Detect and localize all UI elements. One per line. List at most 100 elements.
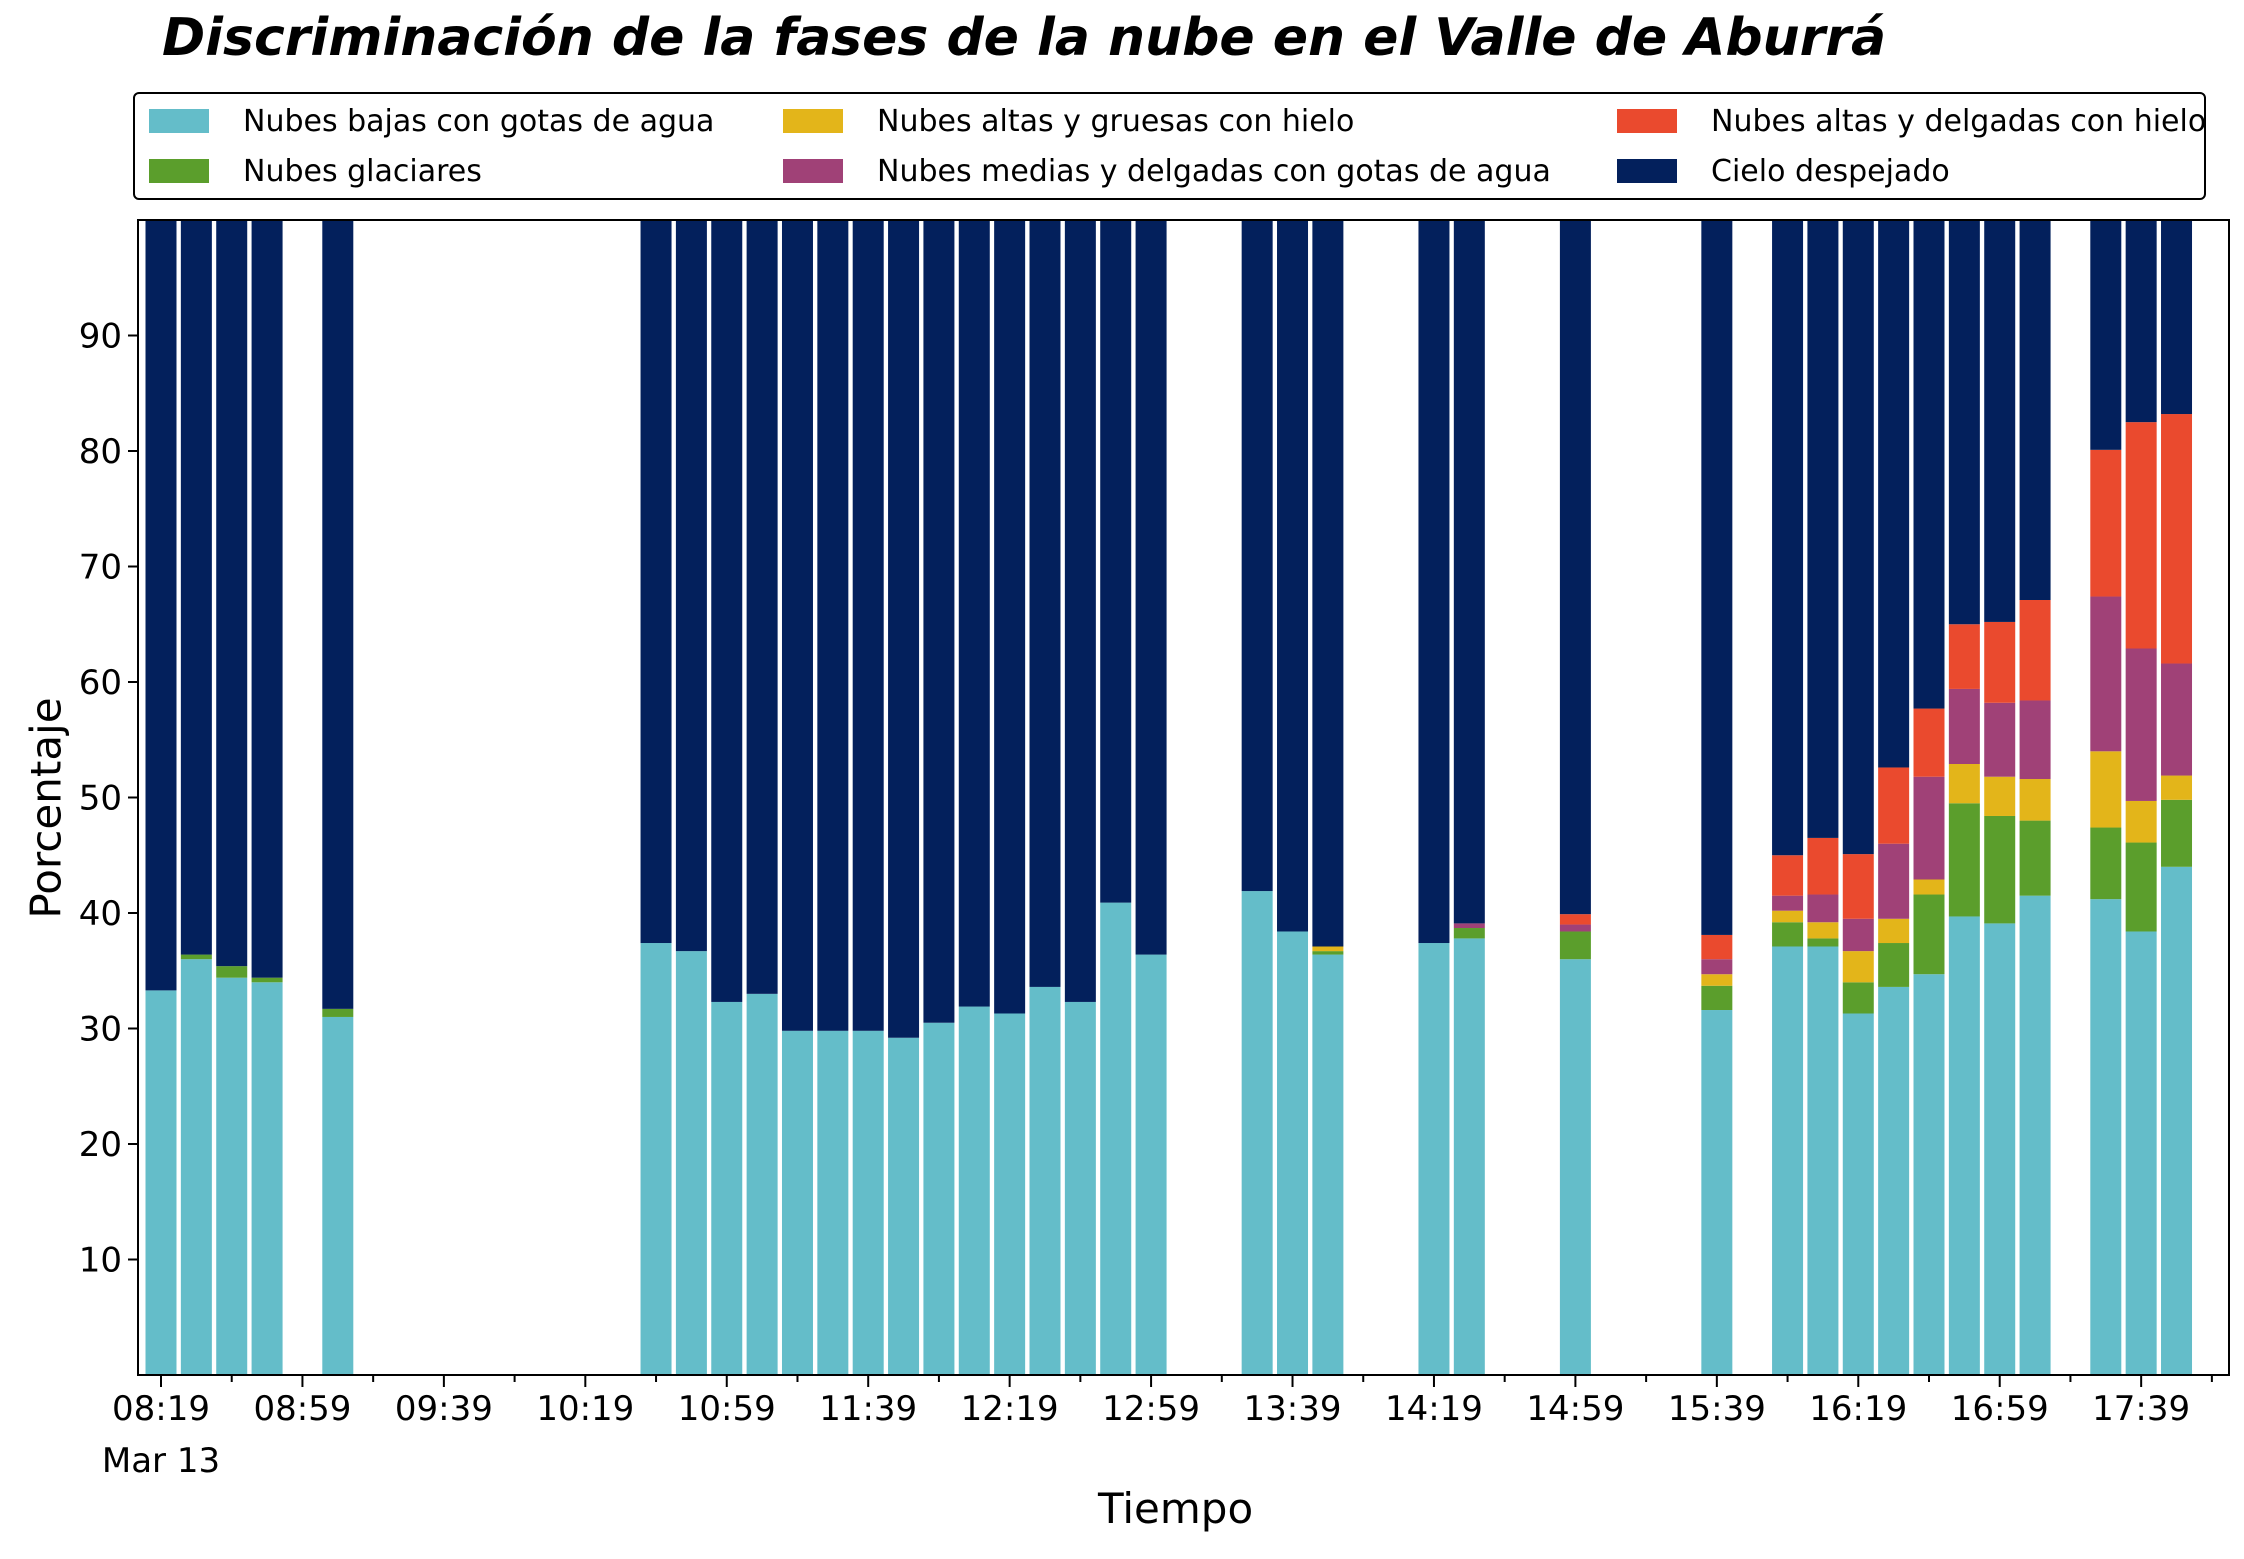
y-tick-label: 10 [79,1241,122,1281]
bar-1729-series-3 [2090,596,2122,752]
bar-1619-series-1 [1842,982,1874,1014]
bar-1249-series-0 [1100,902,1132,1375]
bar-1609-series-2 [1807,922,1839,939]
bar-1539-series-2 [1701,974,1733,986]
bar-1609-series-5 [1807,220,1839,838]
x-tick-label: 17:39 [2092,1389,2190,1429]
bar-1619-series-4 [1842,854,1874,919]
y-axis-title: Porcentaje [21,697,71,919]
bar-1659-series-4 [1984,621,2016,703]
bar-1649-series-2 [1948,764,1980,804]
bar-1119-series-5 [781,220,813,1031]
y-tick-label: 80 [79,432,122,472]
bar-1649-series-0 [1948,916,1980,1375]
bar-1239-series-0 [1064,1001,1096,1375]
bar-0909-series-1 [322,1008,354,1017]
bar-1419-series-0 [1418,943,1450,1375]
x-tick-label: 10:19 [536,1389,634,1429]
bar-1749-series-0 [2161,866,2193,1375]
legend-label: Nubes bajas con gotas de agua [243,103,715,139]
bar-1709-series-0 [2019,895,2051,1375]
bar-0849-series-5 [251,220,283,978]
bar-1059-series-5 [711,220,743,1002]
bar-1049-series-0 [675,951,707,1375]
bar-1229-series-0 [1029,986,1061,1375]
bar-1749-series-5 [2161,220,2193,415]
bar-1559-series-5 [1772,220,1804,856]
bar-1739-series-0 [2125,931,2157,1375]
legend-item: Cielo despejado [1617,146,1950,196]
y-tick-label: 60 [79,663,122,703]
bar-0829-series-5 [180,220,212,955]
bar-1659-series-5 [1984,220,2016,622]
x-tick-label: 12:19 [961,1389,1059,1429]
bar-1649-series-3 [1948,688,1980,764]
legend-swatch [783,159,843,183]
bar-0819-series-5 [145,220,177,991]
bar-1639-series-3 [1913,776,1945,880]
bar-1659-series-1 [1984,815,2016,924]
bar-1109-series-5 [746,220,778,994]
x-tick-label: 11:39 [819,1389,917,1429]
legend-item: Nubes altas y delgadas con hielo [1617,96,2206,146]
bar-0829-series-1 [180,954,212,960]
bar-1429-series-5 [1453,220,1485,924]
bar-1609-series-3 [1807,894,1839,923]
bar-1119-series-0 [781,1030,813,1375]
x-tick-label: 16:59 [1951,1389,2049,1429]
bar-0909-series-0 [322,1016,354,1375]
bar-1159-series-0 [923,1022,955,1375]
bar-1619-series-3 [1842,918,1874,952]
bar-1629-series-5 [1878,220,1910,768]
bar-1629-series-1 [1878,943,1910,987]
bar-1229-series-5 [1029,220,1061,987]
bar-1139-series-0 [852,1030,884,1375]
legend-label: Nubes medias y delgadas con gotas de agu… [877,153,1551,189]
bar-1329-series-5 [1241,220,1273,892]
x-tick-label: 09:39 [395,1389,493,1429]
legend-item: Nubes medias y delgadas con gotas de agu… [783,146,1551,196]
bar-1259-series-0 [1135,954,1167,1375]
bar-1339-series-0 [1277,931,1309,1375]
bar-1639-series-5 [1913,220,1945,709]
bar-0839-series-1 [216,966,248,978]
bar-1649-series-1 [1948,803,1980,917]
bar-1209-series-5 [958,220,990,1007]
bar-1619-series-2 [1842,951,1874,983]
x-tick-label: 15:39 [1668,1389,1766,1429]
bar-1539-series-1 [1701,985,1733,1011]
bar-1149-series-0 [888,1037,920,1375]
bar-1329-series-0 [1241,891,1273,1375]
bar-1749-series-1 [2161,799,2193,867]
bar-1729-series-5 [2090,220,2122,450]
bar-1709-series-5 [2019,220,2051,600]
bar-1129-series-5 [817,220,849,1031]
x-axis-title: Tiempo [1098,1484,1254,1533]
x-tick-label: 10:59 [678,1389,776,1429]
bar-1459-series-3 [1559,924,1591,932]
bar-1649-series-5 [1948,220,1980,625]
bar-1239-series-5 [1064,220,1096,1002]
bar-1459-series-0 [1559,959,1591,1375]
bar-1349-series-2 [1312,946,1344,952]
bar-1709-series-3 [2019,700,2051,780]
bar-1639-series-1 [1913,894,1945,975]
bar-1559-series-2 [1772,910,1804,923]
bar-1139-series-5 [852,220,884,1031]
bar-1559-series-4 [1772,855,1804,896]
bar-1659-series-0 [1984,923,2016,1375]
bar-1149-series-5 [888,220,920,1038]
bar-1629-series-4 [1878,767,1910,844]
bar-1609-series-4 [1807,837,1839,895]
bar-1559-series-0 [1772,946,1804,1375]
bar-1739-series-2 [2125,800,2157,843]
bar-1749-series-2 [2161,775,2193,800]
bar-1339-series-5 [1277,220,1309,932]
bar-1749-series-3 [2161,663,2193,776]
legend-item: Nubes bajas con gotas de agua [149,96,714,146]
bar-1219-series-5 [994,220,1026,1014]
legend-swatch [783,109,843,133]
legend-swatch [149,159,209,183]
bar-1419-series-5 [1418,220,1450,944]
